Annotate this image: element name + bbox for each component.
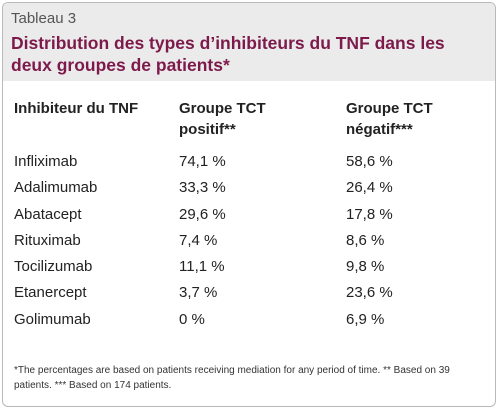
table-row: Abatacept 29,6 % 17,8 % xyxy=(3,204,495,230)
table-row: Rituximab 7,4 % 8,6 % xyxy=(3,230,495,256)
table-number-label: Tableau 3 xyxy=(11,10,77,27)
table-row: Adalimumab 33,3 % 26,4 % xyxy=(3,177,495,203)
tct-positive-cell: 29,6 % xyxy=(179,205,226,223)
column-header-tct-negative: Groupe TCT négatif*** xyxy=(346,100,433,138)
table-title: Distribution des types d’inhibiteurs du … xyxy=(11,33,445,75)
inhibitor-name-cell: Etanercept xyxy=(14,284,87,302)
tct-negative-cell: 17,8 % xyxy=(346,205,393,223)
tct-positive-cell: 0 % xyxy=(179,310,205,328)
tct-positive-cell: 11,1 % xyxy=(179,258,225,276)
table-row: Etanercept 3,7 % 23,6 % xyxy=(3,282,495,308)
tct-negative-cell: 23,6 % xyxy=(346,284,393,302)
table-row: Golimumab 0 % 6,9 % xyxy=(3,309,495,335)
table-row: Infliximab 74,1 % 58,6 % xyxy=(3,151,495,177)
tct-positive-cell: 74,1 % xyxy=(179,153,226,170)
inhibitor-name-cell: Adalimumab xyxy=(14,179,98,197)
tct-positive-cell: 33,3 % xyxy=(179,179,226,197)
tct-negative-cell: 6,9 % xyxy=(346,310,385,328)
table-header: Tableau 3 Distribution des types d’inhib… xyxy=(3,3,495,81)
tct-positive-cell: 7,4 % xyxy=(179,231,218,249)
inhibitor-name-cell: Tocilizumab xyxy=(14,258,93,276)
table-row: Tocilizumab 11,1 % 9,8 % xyxy=(3,256,495,282)
tct-positive-cell: 3,7 % xyxy=(179,284,218,302)
tct-negative-cell: 26,4 % xyxy=(346,179,393,197)
table-body: Infliximab 74,1 % 58,6 % Adalimumab 33,3… xyxy=(3,151,495,335)
inhibitor-name-cell: Infliximab xyxy=(14,153,78,170)
inhibitor-name-cell: Rituximab xyxy=(14,231,81,249)
column-header-inhibitor: Inhibiteur du TNF xyxy=(14,100,139,117)
tct-negative-cell: 9,8 % xyxy=(346,258,385,276)
table-footnote: *The percentages are based on patients r… xyxy=(14,365,450,391)
inhibitor-name-cell: Abatacept xyxy=(14,205,82,223)
tct-negative-cell: 58,6 % xyxy=(346,153,393,170)
tct-negative-cell: 8,6 % xyxy=(346,231,385,249)
inhibitor-name-cell: Golimumab xyxy=(14,310,91,328)
column-header-tct-positive: Groupe TCT positif** xyxy=(179,100,266,138)
table-card: Tableau 3 Distribution des types d’inhib… xyxy=(2,2,496,407)
